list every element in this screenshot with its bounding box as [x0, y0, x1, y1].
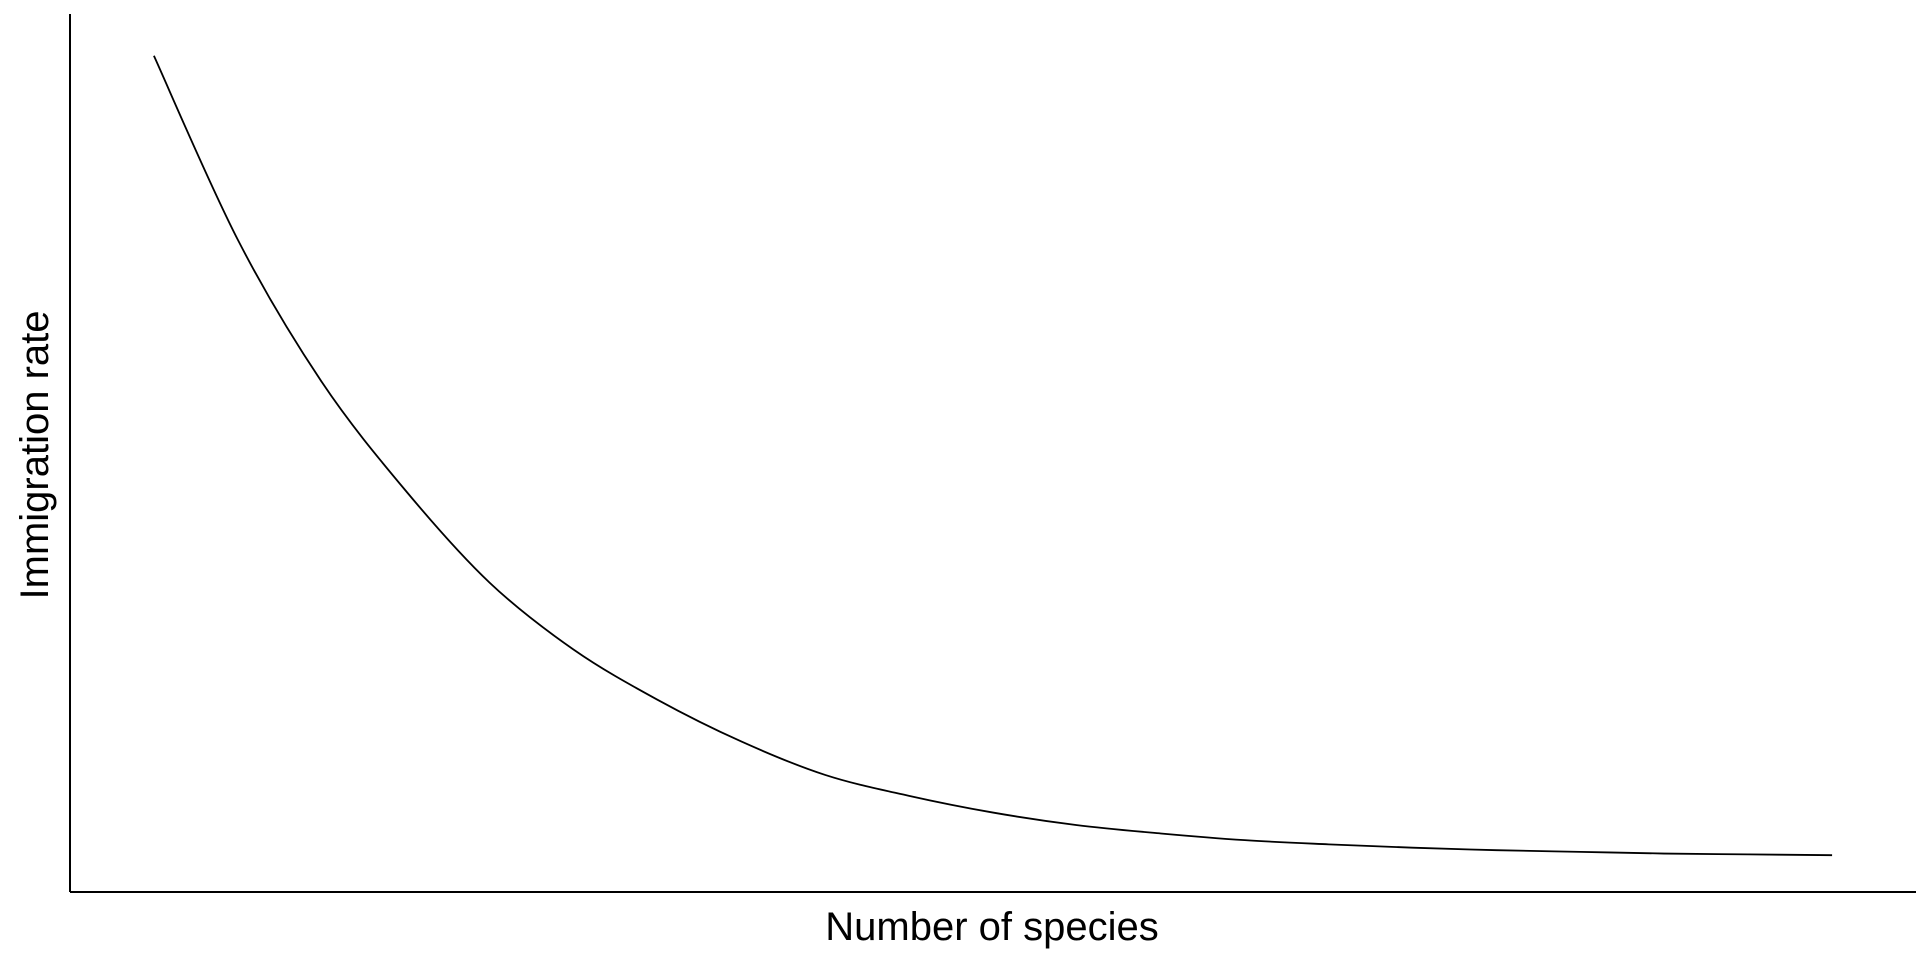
- x-axis-label: Number of species: [825, 905, 1158, 949]
- y-axis-label: Immigration rate: [13, 311, 57, 600]
- immigration-rate-curve: [153, 55, 1833, 857]
- plot-area: [69, 14, 1916, 893]
